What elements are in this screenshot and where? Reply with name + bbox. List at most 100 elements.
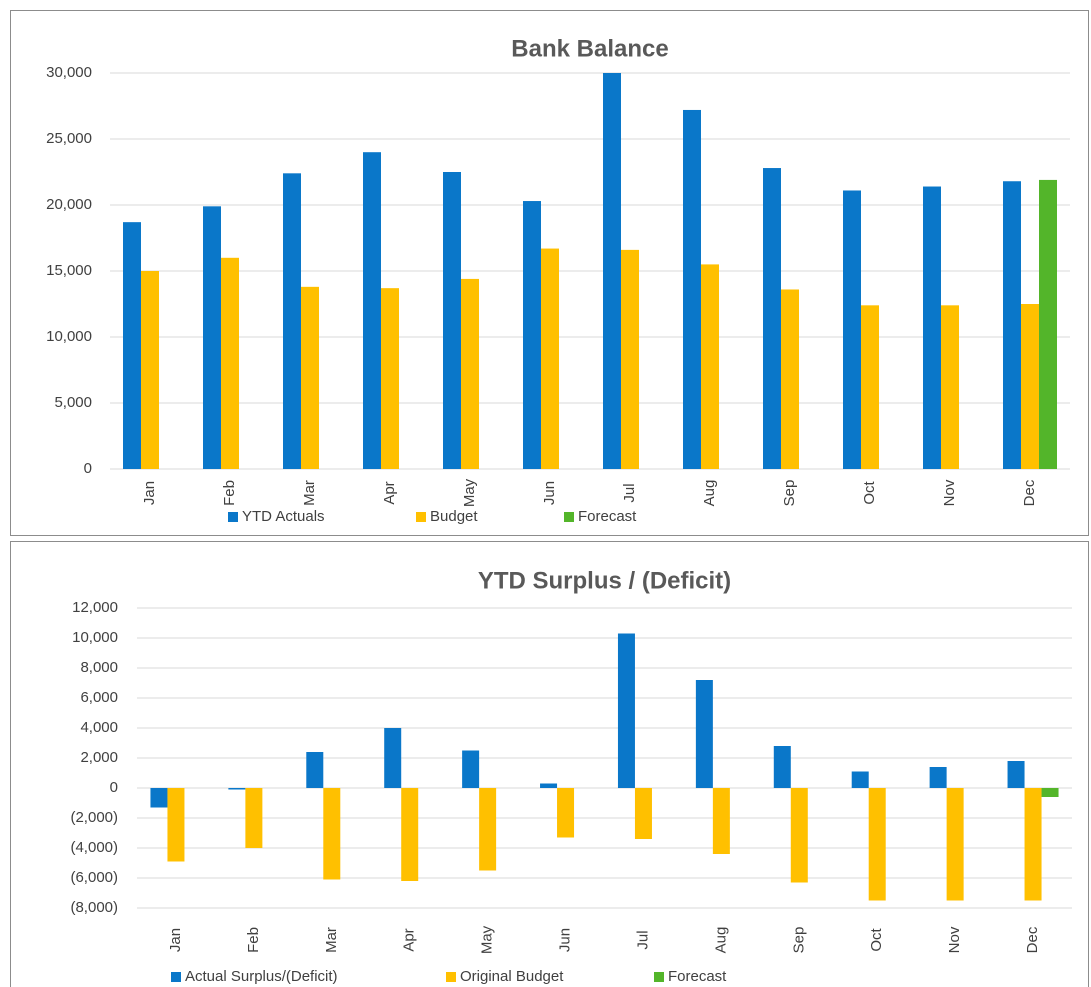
- x-tick-label: Oct: [868, 928, 885, 952]
- x-tick-label: Jun: [541, 481, 558, 505]
- bar: [541, 248, 559, 469]
- bar: [443, 172, 461, 469]
- chart-title: Bank Balance: [511, 35, 668, 62]
- bar: [381, 288, 399, 469]
- bar: [773, 746, 791, 788]
- x-tick-label: Oct: [861, 481, 878, 505]
- legend-label: YTD Actuals: [242, 508, 325, 525]
- bar: [301, 286, 319, 469]
- bar: [634, 788, 652, 839]
- legend-swatch: [654, 972, 664, 982]
- legend-swatch: [564, 512, 574, 522]
- x-tick-label: Nov: [946, 926, 963, 953]
- bar: [228, 788, 246, 790]
- bar: [617, 633, 635, 788]
- y-tick-label: 8,000: [80, 659, 118, 676]
- bar: [1003, 181, 1021, 470]
- bar: [203, 206, 221, 469]
- bar: [695, 680, 713, 788]
- y-tick-label: 25,000: [46, 130, 92, 147]
- x-tick-label: Mar: [301, 480, 318, 506]
- x-tick-label: Sep: [781, 480, 798, 507]
- y-tick-label: (8,000): [70, 899, 118, 916]
- x-tick-label: Dec: [1024, 926, 1041, 953]
- x-tick-label: May: [479, 925, 496, 954]
- bar: [401, 788, 419, 881]
- y-tick-label: 6,000: [80, 689, 118, 706]
- y-tick-label: 0: [84, 460, 92, 477]
- legend-label: Actual Surplus/(Deficit): [185, 968, 338, 985]
- bar: [701, 264, 719, 469]
- x-tick-label: Dec: [1021, 479, 1038, 506]
- y-tick-label: (4,000): [70, 839, 118, 856]
- bar: [861, 305, 879, 469]
- legend-label: Forecast: [668, 968, 727, 985]
- bar: [363, 152, 381, 469]
- x-tick-label: May: [461, 478, 478, 507]
- bar: [941, 305, 959, 469]
- bar: [540, 783, 558, 788]
- bar: [150, 788, 168, 808]
- bar: [384, 728, 402, 788]
- bar: [946, 788, 964, 901]
- x-tick-label: Apr: [381, 481, 398, 504]
- x-tick-label: Jan: [141, 481, 158, 505]
- x-tick-label: Sep: [790, 927, 807, 954]
- y-tick-label: 30,000: [46, 64, 92, 81]
- bar: [462, 750, 480, 788]
- chart-title: YTD Surplus / (Deficit): [478, 567, 731, 594]
- legend-swatch: [228, 512, 238, 522]
- bar: [712, 788, 730, 854]
- bar: [851, 771, 869, 788]
- legend-swatch: [416, 512, 426, 522]
- bar: [523, 201, 541, 470]
- bar: [557, 788, 575, 838]
- y-tick-label: (2,000): [70, 809, 118, 826]
- bar: [167, 788, 185, 862]
- panel-border: [10, 541, 1089, 987]
- x-tick-label: Aug: [712, 927, 729, 954]
- y-tick-label: 12,000: [72, 599, 118, 616]
- x-tick-label: Jun: [557, 928, 574, 952]
- bar: [283, 173, 301, 469]
- y-tick-label: 10,000: [72, 629, 118, 646]
- legend-label: Budget: [430, 508, 478, 525]
- legend-swatch: [171, 972, 181, 982]
- bar: [245, 788, 263, 848]
- y-tick-label: 4,000: [80, 719, 118, 736]
- x-tick-label: Jan: [167, 928, 184, 952]
- bar: [479, 788, 497, 871]
- y-tick-label: 5,000: [54, 394, 92, 411]
- bar: [781, 289, 799, 469]
- bar: [843, 190, 861, 470]
- bar: [683, 109, 701, 470]
- bar: [1041, 788, 1059, 797]
- bar: [306, 752, 324, 788]
- y-tick-label: (6,000): [70, 869, 118, 886]
- y-tick-label: 20,000: [46, 196, 92, 213]
- bar: [763, 168, 781, 470]
- x-tick-label: Jul: [634, 930, 651, 949]
- bar: [1007, 761, 1025, 788]
- x-tick-label: Feb: [221, 480, 238, 506]
- bar: [123, 222, 141, 469]
- legend-swatch: [446, 972, 456, 982]
- bar: [141, 271, 159, 469]
- y-tick-label: 15,000: [46, 262, 92, 279]
- bar: [603, 73, 621, 469]
- bar: [923, 186, 941, 469]
- bar: [461, 278, 479, 469]
- y-tick-label: 2,000: [80, 749, 118, 766]
- bar: [1039, 179, 1057, 470]
- x-tick-label: Nov: [941, 479, 958, 506]
- y-tick-label: 0: [110, 779, 118, 796]
- panel-border: [10, 10, 1089, 536]
- y-tick-label: 10,000: [46, 328, 92, 345]
- legend-label: Original Budget: [460, 968, 564, 985]
- x-tick-label: Jul: [621, 483, 638, 502]
- bar: [221, 257, 239, 469]
- legend-label: Forecast: [578, 508, 637, 525]
- x-tick-label: Apr: [401, 928, 418, 951]
- bar: [621, 249, 639, 469]
